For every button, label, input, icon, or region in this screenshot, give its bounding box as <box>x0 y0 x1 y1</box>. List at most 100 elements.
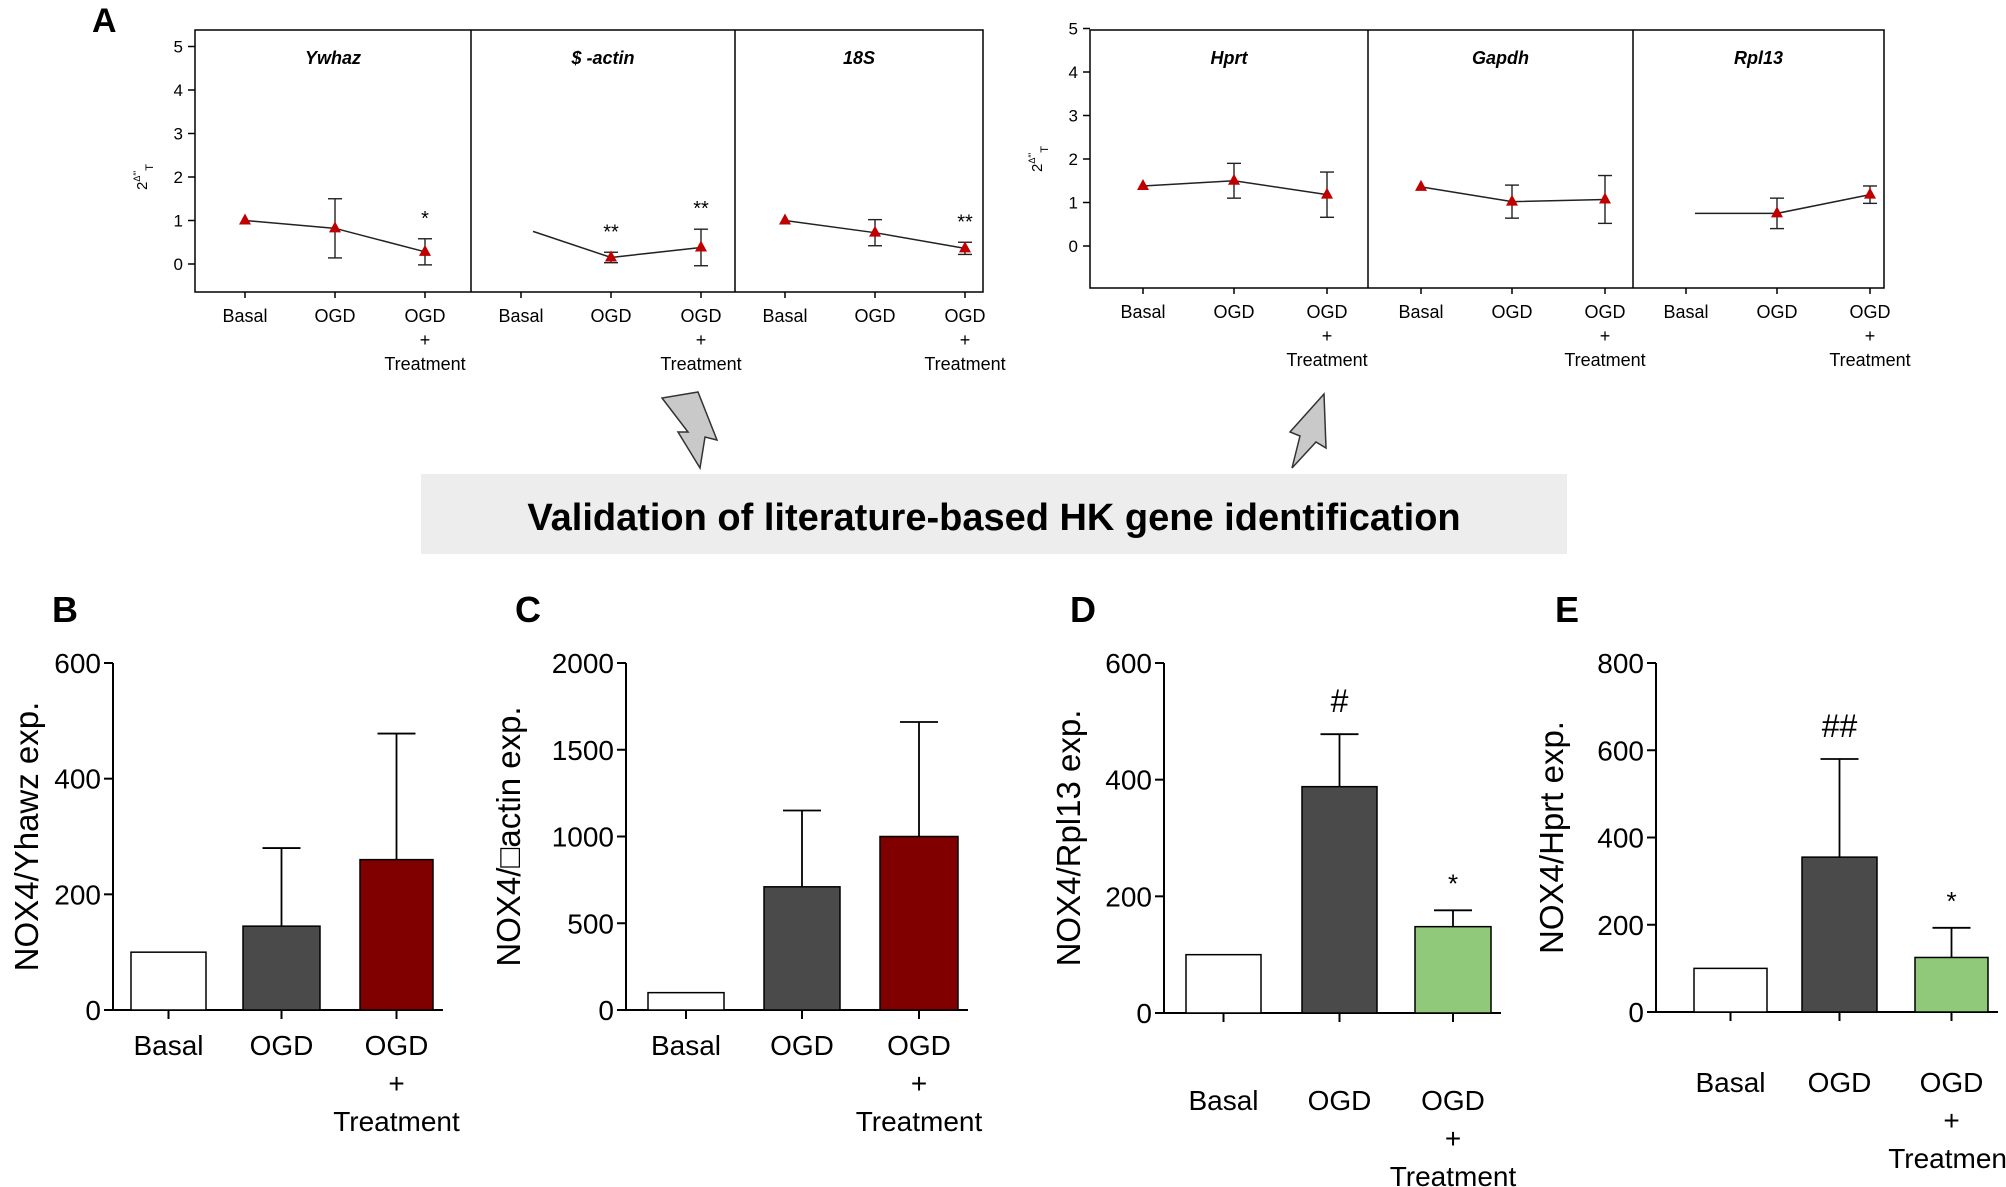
data-point-marker <box>239 213 251 225</box>
panel-label: B <box>52 589 78 630</box>
y-tick-label: 400 <box>54 764 101 795</box>
y-tick-label: 0 <box>1136 998 1152 1029</box>
category-label: Basal <box>1695 1067 1765 1098</box>
gene-title: Ywhaz <box>305 48 361 68</box>
significance-mark: ## <box>1822 708 1858 744</box>
category-label: OGD <box>1920 1067 1984 1098</box>
y-tick-label: 200 <box>54 879 101 910</box>
category-label: + <box>1865 326 1876 346</box>
y-tick-label: 3 <box>174 125 183 144</box>
svg-text:2Δ″′T: 2Δ″′T <box>132 164 156 190</box>
significance-mark: * <box>421 208 429 230</box>
down-arrow-left-icon <box>660 391 719 471</box>
category-label: OGD <box>1491 302 1532 322</box>
category-label: + <box>1445 1123 1461 1154</box>
down-arrow-right-icon <box>1288 392 1327 469</box>
data-point-marker <box>695 240 707 252</box>
panel-a-right-ylabel: 2Δ″′T <box>1027 146 1051 172</box>
line-chart-18s: 18S Basal OGD OGD + Treatment ** <box>762 48 1005 374</box>
line-chart-ywhaz: 0 1 2 3 4 5 Ywhaz Basal OGD OGD + Treatment * <box>174 38 466 375</box>
bar <box>242 925 321 1011</box>
category-label: OGD <box>365 1030 429 1061</box>
y-tick-label: 0 <box>598 995 614 1026</box>
category-label: + <box>1943 1105 1959 1136</box>
category-label: Basal <box>1188 1085 1258 1116</box>
category-label: OGD <box>944 306 985 326</box>
y-tick-label: 3 <box>1069 107 1078 126</box>
y-tick-label: 4 <box>1069 63 1078 82</box>
bar-chart-c: C 0 500 1000 1500 2000 NOX4/□actin exp. Basal OG… <box>490 589 983 1137</box>
category-label: OGD <box>1756 302 1797 322</box>
significance-mark: # <box>1331 683 1349 719</box>
y-tick-label: 4 <box>174 81 183 100</box>
data-point-marker <box>779 213 791 225</box>
category-label: Treatment <box>1390 1161 1517 1187</box>
bar <box>1414 925 1492 1014</box>
y-tick-label: 2 <box>1069 150 1078 169</box>
bar <box>1801 856 1878 1013</box>
significance-mark: * <box>1448 868 1458 898</box>
data-point-marker <box>1137 178 1149 190</box>
y-tick-label: 5 <box>1069 20 1078 39</box>
bar <box>1914 956 1989 1013</box>
category-label: Basal <box>1398 302 1443 322</box>
category-label: OGD <box>1306 302 1347 322</box>
data-point-marker <box>1415 179 1427 191</box>
gene-title: Gapdh <box>1472 48 1529 68</box>
banner-box <box>421 474 1567 554</box>
category-label: OGD <box>1308 1085 1372 1116</box>
data-point-marker <box>1321 187 1333 199</box>
y-tick-label: 0 <box>85 995 101 1026</box>
significance-mark: ** <box>693 198 709 220</box>
y-tick-label: 200 <box>1105 881 1152 912</box>
bar <box>879 835 959 1011</box>
y-tick-label: 400 <box>1597 823 1644 854</box>
category-label: OGD <box>1213 302 1254 322</box>
bar <box>763 886 841 1011</box>
data-point-marker <box>1506 194 1518 206</box>
category-label: OGD <box>1584 302 1625 322</box>
line-chart--actin: $ -actin Basal OGD OGD + Treatment ** ** <box>498 48 741 374</box>
data-point-marker <box>959 241 971 253</box>
category-label: Treatment <box>333 1106 460 1137</box>
category-label: Treatment <box>1286 350 1367 370</box>
category-label: Treatment <box>1829 350 1910 370</box>
data-point-marker <box>329 221 341 233</box>
significance-mark: * <box>1946 886 1956 916</box>
category-label: + <box>420 330 431 350</box>
y-tick-label: 1 <box>1069 194 1078 213</box>
bar <box>647 991 725 1011</box>
data-point-marker <box>1771 206 1783 218</box>
category-label: + <box>960 330 971 350</box>
category-label: OGD <box>404 306 445 326</box>
category-label: OGD <box>1421 1085 1485 1116</box>
y-tick-label: 0 <box>174 255 183 274</box>
line-chart-hprt: 0 1 2 3 4 5 Hprt Basal OGD OGD + Treatment <box>1069 20 1368 371</box>
y-tick-label: 2000 <box>552 648 614 679</box>
y-tick-label: 0 <box>1069 237 1078 256</box>
data-point-marker <box>1228 173 1240 185</box>
svg-text:2Δ″′T: 2Δ″′T <box>1027 146 1051 172</box>
data-point-marker <box>1864 187 1876 199</box>
category-label: OGD <box>680 306 721 326</box>
category-label: + <box>1600 326 1611 346</box>
category-label: Basal <box>1120 302 1165 322</box>
y-tick-label: 600 <box>1105 648 1152 679</box>
y-tick-label: 800 <box>1597 648 1644 679</box>
significance-mark: ** <box>603 221 619 243</box>
panel-label: D <box>1070 589 1096 630</box>
category-label: Treatment <box>924 354 1005 374</box>
panel-label-a: A <box>92 2 117 40</box>
category-label: Treatment <box>660 354 741 374</box>
y-axis-label: NOX4/□actin exp. <box>490 706 527 966</box>
category-label: OGD <box>250 1030 314 1061</box>
data-point-marker <box>1599 192 1611 204</box>
bar <box>130 951 207 1011</box>
y-tick-label: 600 <box>1597 735 1644 766</box>
category-label: Treatment <box>856 1106 983 1137</box>
y-tick-label: 1000 <box>552 822 614 853</box>
y-tick-label: 500 <box>567 908 614 939</box>
y-axis-label: NOX4/Yhawz exp. <box>8 702 45 972</box>
category-label: Basal <box>762 306 807 326</box>
bar <box>1301 785 1378 1014</box>
